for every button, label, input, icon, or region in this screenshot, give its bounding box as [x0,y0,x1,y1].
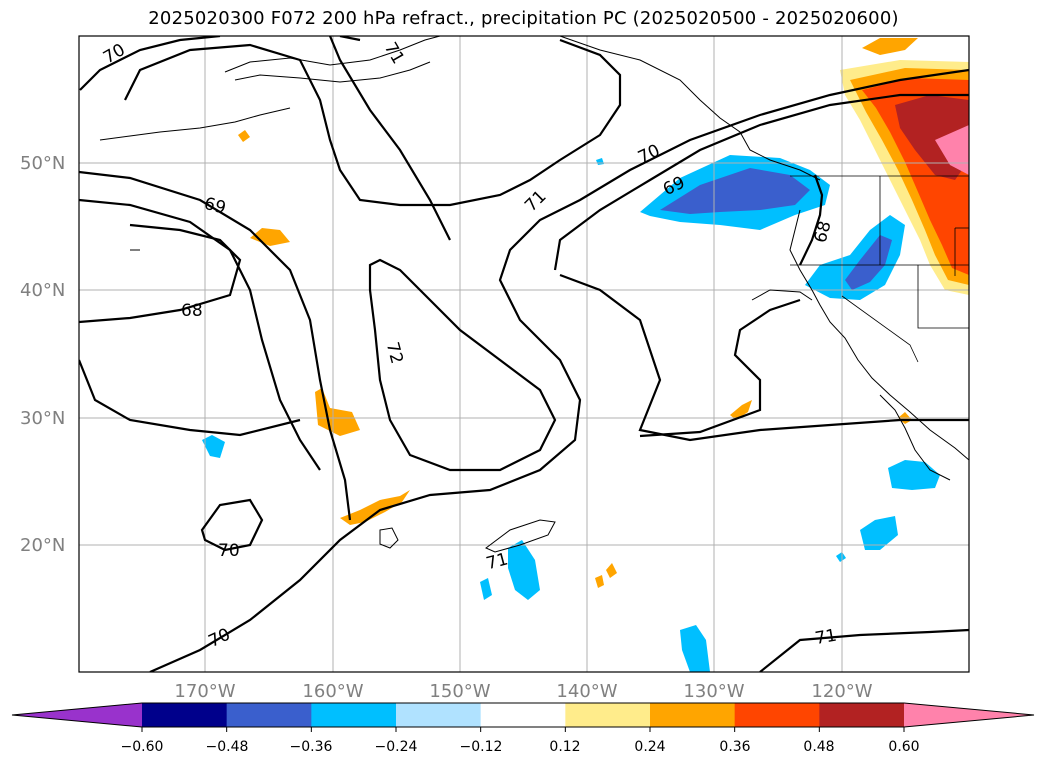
colorbar-tick-label: 0.24 [634,739,665,755]
refractivity-contours [79,36,969,672]
fill-blue-e [888,460,940,490]
fill-blue-a [202,435,225,458]
lon-label: 160°W [302,681,363,702]
lat-label: 40°N [20,280,65,301]
latitude-labels: 50°N 40°N 30°N 20°N [20,153,65,556]
coastlines [99,36,969,553]
contour-label: 71 [813,626,838,649]
fill-orange-f [606,563,617,578]
colorbar-tick-label: −0.60 [121,739,164,755]
colorbar-segments [12,703,1034,727]
fill-blue-f [860,516,898,550]
gridlines [79,36,969,672]
precip-fill-areas [202,38,969,672]
lon-label: 120°W [811,681,872,702]
colorbar-segment [226,703,312,727]
borders [790,175,969,363]
lat-label: 20°N [20,535,65,556]
colorbar-segment [819,703,905,727]
colorbar: −0.60 −0.48 −0.36 −0.24 −0.12 0.12 0.24 … [11,702,1035,755]
colorbar-segment [650,703,736,727]
lat-label: 30°N [20,408,65,429]
colorbar-tick-label: 0.60 [888,739,919,755]
chart-title: 2025020300 F072 200 hPa refract., precip… [148,8,899,29]
fill-orange-h [238,130,250,142]
colorbar-extend-high [904,703,1034,727]
fill-blue-g [836,552,846,562]
colorbar-tick-labels: −0.60 −0.48 −0.36 −0.24 −0.12 0.12 0.24 … [121,739,920,755]
colorbar-segment [142,703,228,727]
colorbar-tick-label: −0.36 [290,739,333,755]
colorbar-tick-label: 0.12 [549,739,580,755]
colorbar-segment [734,703,820,727]
colorbar-tick-label: −0.48 [206,739,249,755]
colorbar-segment [480,703,566,727]
lon-label: 140°W [556,681,617,702]
fill-orange-top [862,38,918,55]
colorbar-tick-label: 0.36 [719,739,750,755]
colorbar-ticks [141,727,905,732]
lon-label: 170°W [174,681,235,702]
lon-label: 150°W [429,681,490,702]
fill-blue-c [480,578,492,600]
fill-darkblue-nw [660,168,810,214]
colorbar-extend-low [12,703,142,727]
colorbar-segment [311,703,397,727]
colorbar-segment [565,703,651,727]
contour-label: 70 [218,541,240,561]
fill-orange-c [340,490,410,525]
fill-blue-b [508,540,540,600]
fill-orange-d [730,400,752,420]
lat-label: 50°N [20,153,65,174]
colorbar-segment [396,703,482,727]
contour-label: 68 [181,301,203,321]
longitude-labels: 170°W 160°W 150°W 140°W 130°W 120°W [174,681,872,702]
fill-blue-d [680,625,710,672]
colorbar-tick-label: 0.48 [803,739,834,755]
colorbar-tick-label: −0.12 [460,739,503,755]
lon-label: 130°W [683,681,744,702]
fill-orange-g [595,575,604,588]
map-frame [78,35,970,673]
fill-orange-b [315,388,360,436]
colorbar-tick-label: −0.24 [375,739,418,755]
